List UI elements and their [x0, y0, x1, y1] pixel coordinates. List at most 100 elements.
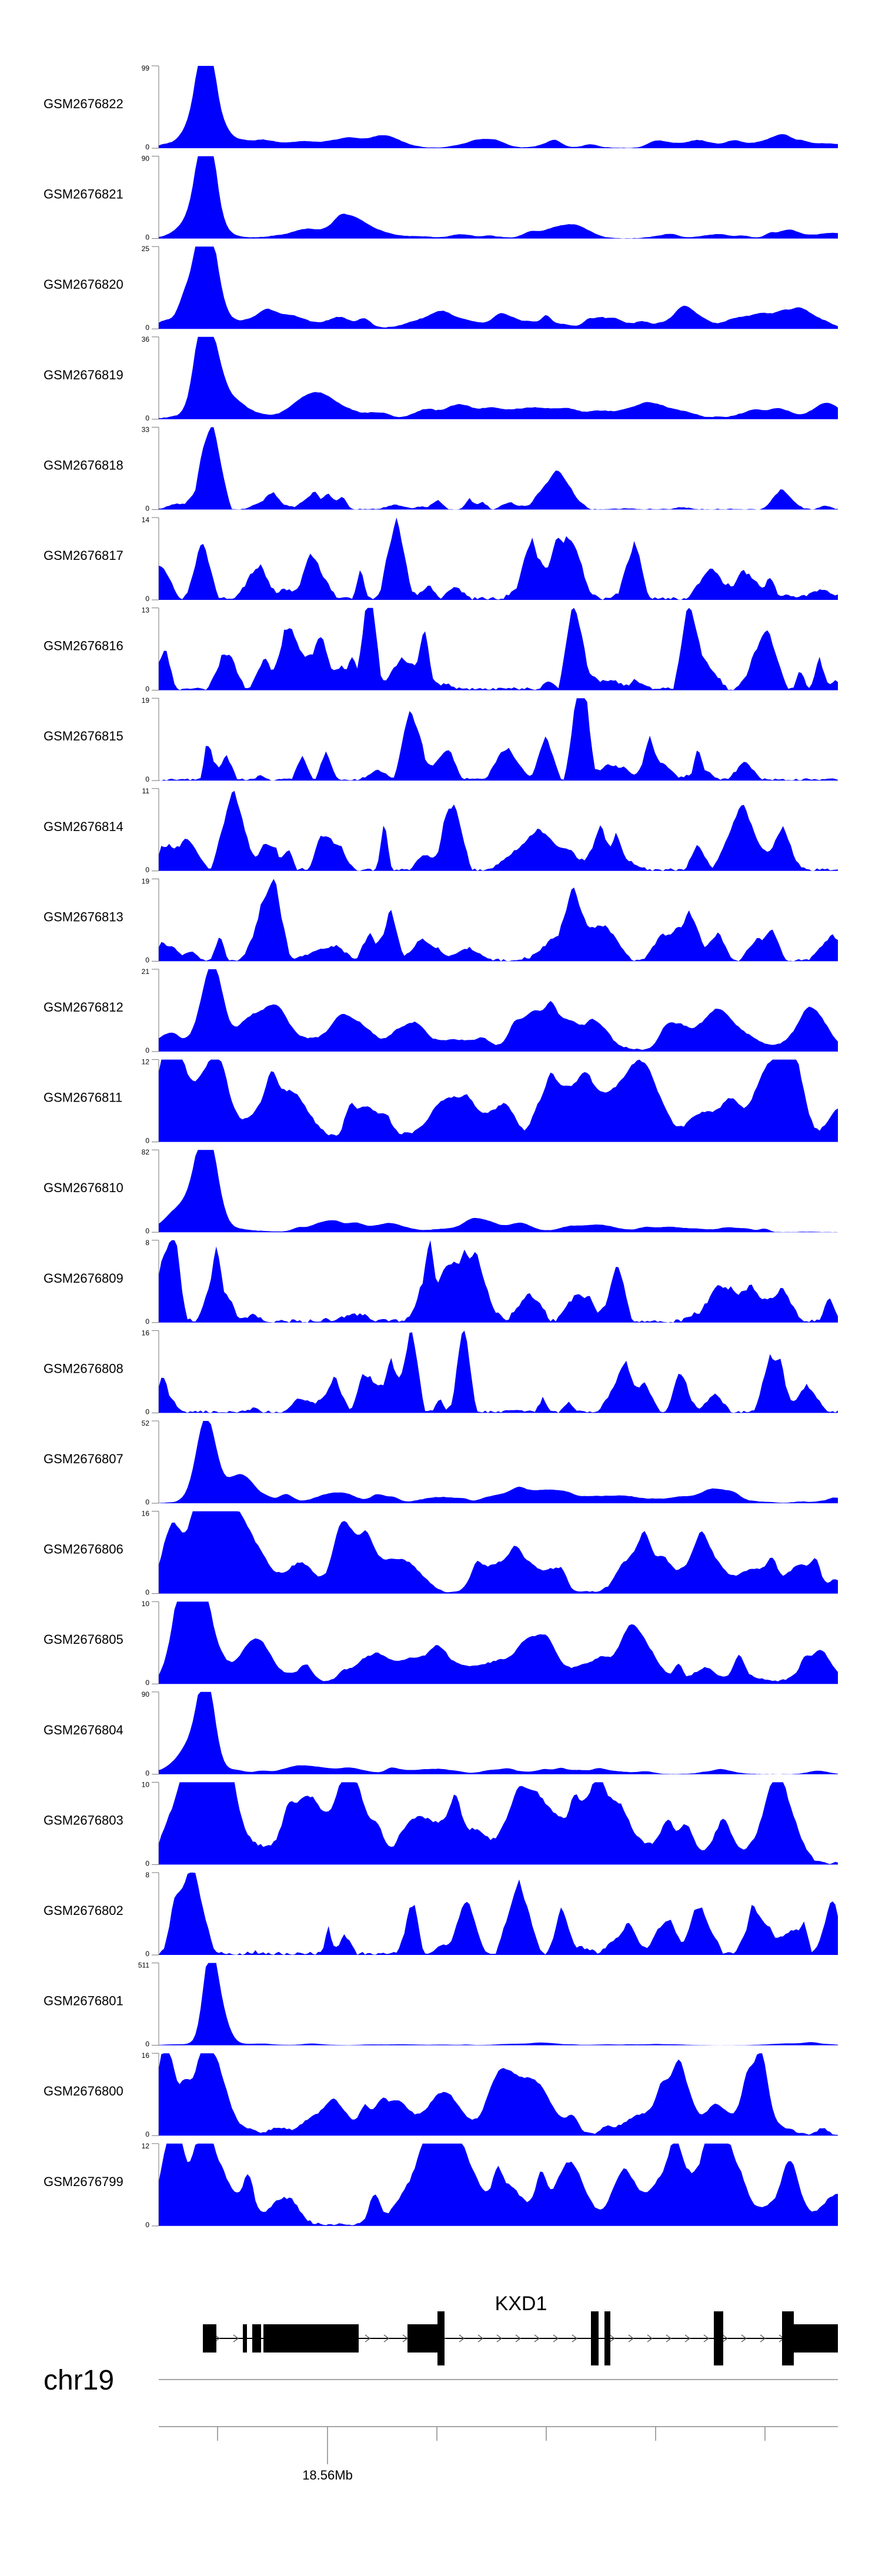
y-max-tick: 13 — [142, 606, 150, 615]
signal-area — [159, 1873, 838, 1955]
y-min-tick: 0 — [145, 1950, 149, 1958]
y-min-tick: 0 — [145, 595, 149, 603]
exon — [252, 2324, 261, 2353]
y-min-tick: 0 — [145, 685, 149, 693]
track-label: GSM2676808 — [44, 1361, 123, 1376]
genome-axis: chr19 18.56Mb — [44, 2365, 838, 2482]
signal-area — [159, 2053, 838, 2136]
track-label: GSM2676802 — [44, 1903, 123, 1918]
signal-area — [159, 1150, 838, 1233]
strand-arrow — [233, 2334, 239, 2343]
y-max-tick: 11 — [142, 787, 150, 795]
track-label: GSM2676807 — [44, 1451, 123, 1466]
track-GSM2676815: GSM2676815 19 0 — [44, 696, 838, 783]
track-GSM2676820: GSM2676820 25 0 — [44, 245, 838, 332]
exon — [604, 2311, 610, 2365]
strand-arrow — [703, 2334, 710, 2343]
exon — [243, 2324, 247, 2353]
strand-arrow — [760, 2334, 766, 2343]
y-max-tick: 16 — [142, 2051, 150, 2060]
y-min-tick: 0 — [145, 2221, 149, 2229]
track-GSM2676799: GSM2676799 12 0 — [44, 2142, 838, 2229]
y-min-tick: 0 — [145, 233, 149, 242]
track-GSM2676821: GSM2676821 90 0 — [44, 155, 838, 242]
signal-area — [159, 1421, 838, 1503]
exon — [591, 2311, 599, 2365]
strand-arrow — [609, 2334, 616, 2343]
y-max-tick: 82 — [142, 1148, 150, 1156]
signal-tracks: GSM2676822990GSM2676821900GSM2676820250G… — [44, 64, 838, 2229]
y-max-tick: 21 — [142, 967, 150, 976]
y-min-tick: 0 — [145, 414, 149, 422]
y-max-tick: 33 — [142, 425, 150, 433]
track-label: GSM2676817 — [44, 548, 123, 563]
y-max-tick: 52 — [142, 1419, 150, 1427]
track-label: GSM2676820 — [44, 277, 123, 292]
track-GSM2676813: GSM2676813 19 0 — [44, 877, 838, 964]
track-GSM2676814: GSM2676814 11 0 — [44, 787, 838, 874]
track-label: GSM2676813 — [44, 909, 123, 924]
signal-area — [159, 790, 838, 871]
track-label: GSM2676814 — [44, 819, 123, 834]
signal-area — [159, 1782, 838, 1865]
y-max-tick: 16 — [142, 1329, 150, 1337]
y-min-tick: 0 — [145, 2040, 149, 2048]
y-max-tick: 19 — [142, 877, 150, 885]
strand-arrow — [534, 2334, 540, 2343]
y-min-tick: 0 — [145, 2130, 149, 2138]
track-GSM2676822: GSM2676822 99 0 — [44, 64, 838, 151]
y-max-tick: 12 — [142, 1058, 150, 1066]
y-min-tick: 0 — [145, 1679, 149, 1687]
strand-arrow — [741, 2334, 747, 2343]
y-min-tick: 0 — [145, 1859, 149, 1867]
signal-area — [159, 1691, 838, 1774]
y-min-tick: 0 — [145, 1317, 149, 1326]
y-max-tick: 90 — [142, 1690, 150, 1699]
track-label: GSM2676810 — [44, 1180, 123, 1195]
track-label: GSM2676805 — [44, 1632, 123, 1647]
strand-arrow — [628, 2334, 634, 2343]
y-min-tick: 0 — [145, 1046, 149, 1055]
y-min-tick: 0 — [145, 504, 149, 512]
strand-arrow — [383, 2334, 390, 2343]
strand-arrow — [684, 2334, 691, 2343]
signal-area — [159, 1059, 838, 1142]
track-GSM2676818: GSM2676818 33 0 — [44, 425, 838, 512]
y-max-tick: 10 — [142, 1600, 150, 1608]
strand-arrow — [365, 2334, 371, 2343]
y-min-tick: 0 — [145, 143, 149, 151]
exon — [782, 2311, 794, 2365]
y-max-tick: 12 — [142, 2142, 150, 2150]
signal-area — [159, 156, 838, 239]
track-label: GSM2676804 — [44, 1723, 123, 1737]
signal-area — [159, 1963, 838, 2046]
y-min-tick: 0 — [145, 1227, 149, 1235]
track-GSM2676811: GSM2676811 12 0 — [44, 1058, 838, 1145]
strand-arrow — [459, 2334, 465, 2343]
y-min-tick: 0 — [145, 323, 149, 332]
track-label: GSM2676809 — [44, 1271, 123, 1286]
gene-label: KXD1 — [495, 2293, 547, 2315]
signal-area — [159, 1240, 838, 1323]
signal-area — [159, 1511, 838, 1594]
signal-area — [159, 66, 838, 148]
strand-arrow — [572, 2334, 578, 2343]
y-min-tick: 0 — [145, 1407, 149, 1416]
track-GSM2676816: GSM2676816 13 0 — [44, 606, 838, 693]
gene-model — [203, 2311, 838, 2365]
track-GSM2676803: GSM2676803 10 0 — [44, 1780, 838, 1867]
track-GSM2676802: GSM2676802 8 0 — [44, 1871, 838, 1958]
strand-arrow — [477, 2334, 484, 2343]
y-max-tick: 16 — [142, 1510, 150, 1518]
y-max-tick: 36 — [142, 335, 150, 343]
y-max-tick: 19 — [142, 696, 150, 705]
y-max-tick: 511 — [138, 1961, 149, 1970]
track-label: GSM2676819 — [44, 368, 123, 382]
y-max-tick: 14 — [142, 516, 150, 524]
track-label: GSM2676816 — [44, 639, 123, 653]
signal-area — [159, 879, 838, 962]
strand-arrow — [666, 2334, 672, 2343]
strand-arrow — [496, 2334, 503, 2343]
track-label: GSM2676821 — [44, 187, 123, 202]
